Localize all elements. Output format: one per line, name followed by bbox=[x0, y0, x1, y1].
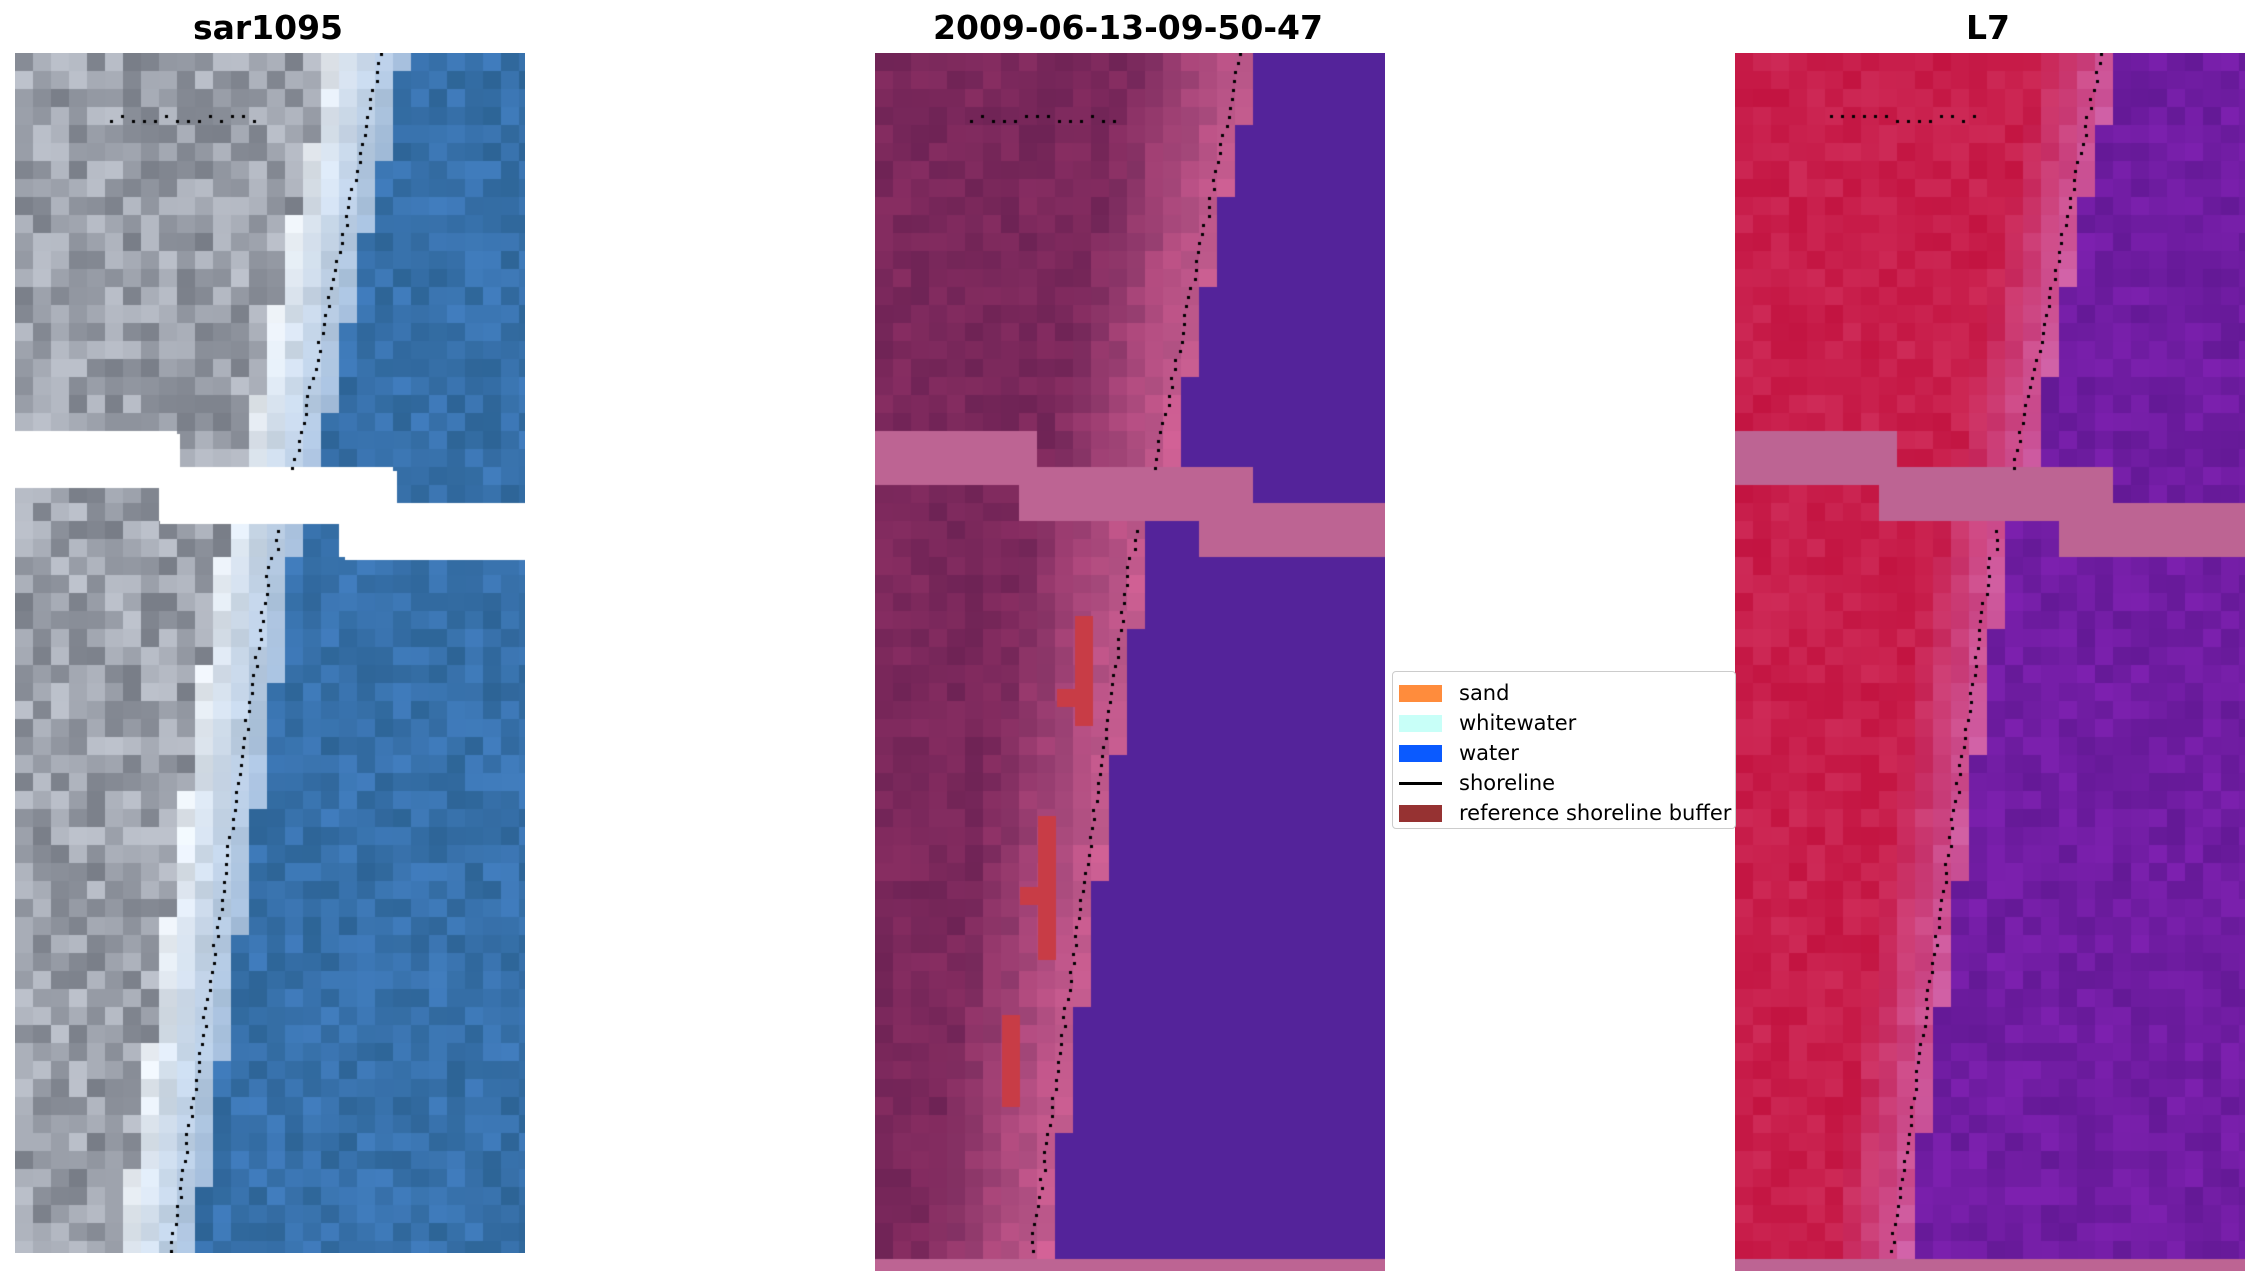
legend-label-reference-buffer: reference shoreline buffer bbox=[1459, 801, 1732, 825]
panel-title-classified: 2009-06-13-09-50-47 bbox=[933, 8, 1323, 47]
legend-swatch-whitewater bbox=[1399, 714, 1442, 732]
legend: sand whitewater water shoreline referenc… bbox=[1392, 671, 1736, 829]
panel-title-index: L7 bbox=[1966, 8, 2010, 47]
legend-item-sand: sand bbox=[1399, 678, 1509, 708]
rgb-image-panel bbox=[15, 53, 525, 1253]
classified-satellite-image bbox=[875, 53, 1385, 1271]
legend-item-reference-buffer: reference shoreline buffer bbox=[1399, 798, 1731, 828]
legend-label-whitewater: whitewater bbox=[1459, 711, 1577, 735]
legend-item-shoreline: shoreline bbox=[1399, 768, 1555, 798]
index-satellite-image bbox=[1735, 53, 2245, 1271]
legend-swatch-sand bbox=[1399, 684, 1442, 702]
legend-swatch-water bbox=[1399, 744, 1442, 762]
legend-item-water: water bbox=[1399, 738, 1519, 768]
index-image-panel bbox=[1735, 53, 2245, 1271]
legend-line-shoreline bbox=[1399, 781, 1442, 785]
rgb-satellite-image bbox=[15, 53, 525, 1253]
panel-title-rgb: sar1095 bbox=[192, 8, 344, 47]
classified-image-panel bbox=[875, 53, 1385, 1271]
legend-label-water: water bbox=[1459, 741, 1519, 765]
legend-label-shoreline: shoreline bbox=[1459, 771, 1556, 795]
legend-swatch-reference-buffer bbox=[1399, 804, 1442, 822]
legend-item-whitewater: whitewater bbox=[1399, 708, 1576, 738]
legend-label-sand: sand bbox=[1459, 681, 1510, 705]
